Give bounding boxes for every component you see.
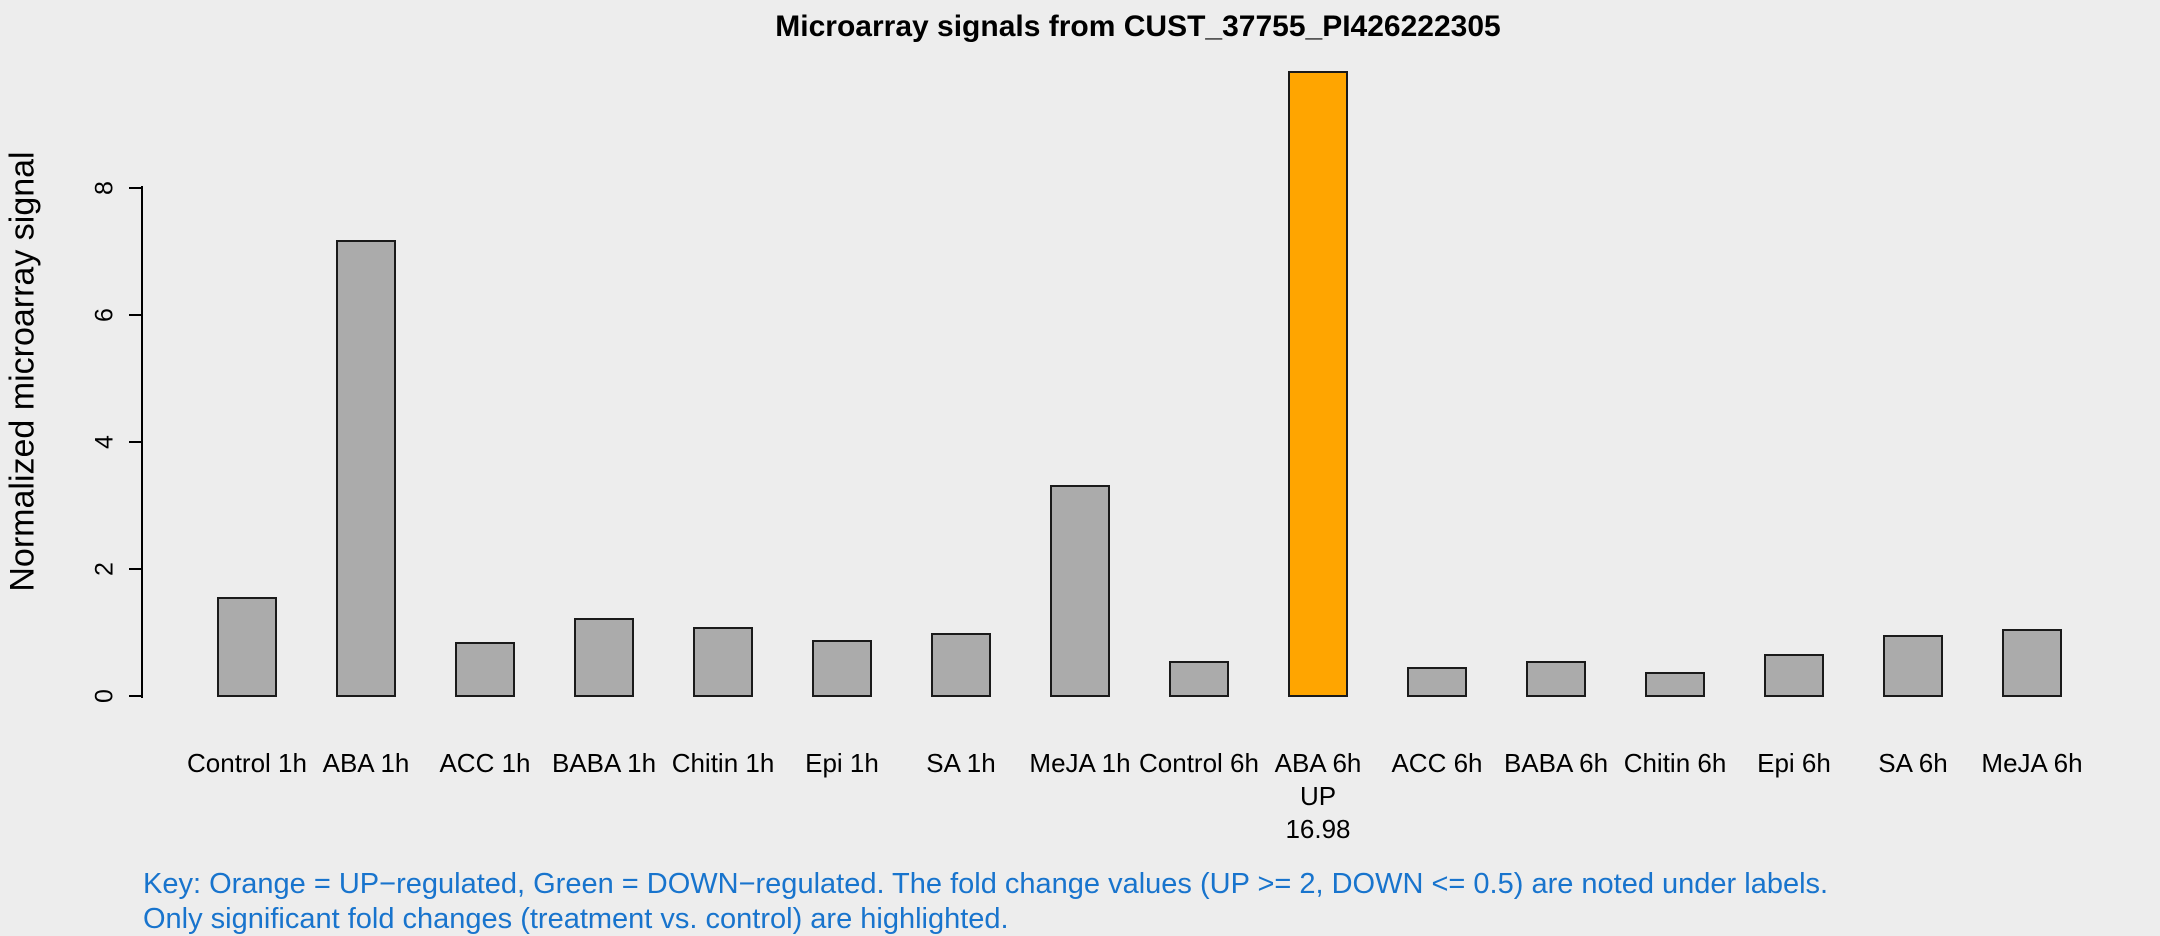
x-label-baba-6h: BABA 6h (1503, 748, 1609, 778)
bar-aba-6h (1288, 71, 1348, 697)
chart-title: Microarray signals from CUST_37755_PI426… (775, 10, 1501, 43)
bar-aba-1h (336, 240, 396, 697)
y-axis (141, 186, 143, 698)
x-label-baba-1h: BABA 1h (551, 748, 657, 778)
y-tick-mark (129, 441, 142, 443)
fold-direction-label: UP (1299, 781, 1337, 811)
x-label-sa-1h: SA 1h (926, 748, 996, 778)
fold-change-value: 16.98 (1285, 814, 1351, 844)
bar-acc-6h (1407, 667, 1467, 697)
bar-control-6h (1169, 661, 1229, 697)
bar-baba-1h (574, 618, 634, 697)
y-tick-label: 6 (90, 308, 119, 322)
x-label-control-6h: Control 6h (1139, 748, 1259, 778)
x-label-acc-6h: ACC 6h (1391, 748, 1483, 778)
bar-sa-1h (931, 633, 991, 697)
bar-sa-6h (1883, 635, 1943, 697)
bar-chitin-6h (1645, 672, 1705, 697)
bar-epi-6h (1764, 654, 1824, 697)
bar-control-1h (217, 597, 277, 697)
y-tick-label: 2 (90, 562, 119, 576)
x-label-aba-6h: ABA 6h (1274, 748, 1362, 778)
y-tick-mark (129, 568, 142, 570)
x-label-meja-1h: MeJA 1h (1029, 748, 1131, 778)
x-label-chitin-6h: Chitin 6h (1623, 748, 1727, 778)
bar-baba-6h (1526, 661, 1586, 697)
y-tick-mark (129, 695, 142, 697)
bar-epi-1h (812, 640, 872, 697)
y-axis-label: Normalized microarray signal (3, 151, 42, 592)
y-tick-mark (129, 314, 142, 316)
x-label-acc-1h: ACC 1h (439, 748, 531, 778)
key-text-line2: Only significant fold changes (treatment… (143, 903, 1009, 935)
x-label-sa-6h: SA 6h (1878, 748, 1948, 778)
x-label-epi-6h: Epi 6h (1757, 748, 1831, 778)
bar-chitin-1h (693, 627, 753, 697)
x-label-epi-1h: Epi 1h (805, 748, 879, 778)
y-tick-label: 4 (90, 435, 119, 449)
x-label-chitin-1h: Chitin 1h (671, 748, 775, 778)
y-tick-label: 0 (90, 689, 119, 703)
bar-meja-1h (1050, 485, 1110, 697)
y-tick-mark (129, 187, 142, 189)
x-label-control-1h: Control 1h (187, 748, 307, 778)
bar-acc-1h (455, 642, 515, 697)
x-label-meja-6h: MeJA 6h (1981, 748, 2083, 778)
y-tick-label: 8 (90, 181, 119, 195)
x-label-aba-1h: ABA 1h (322, 748, 410, 778)
bar-meja-6h (2002, 629, 2062, 697)
key-text-line1: Key: Orange = UP−regulated, Green = DOWN… (143, 868, 1829, 900)
